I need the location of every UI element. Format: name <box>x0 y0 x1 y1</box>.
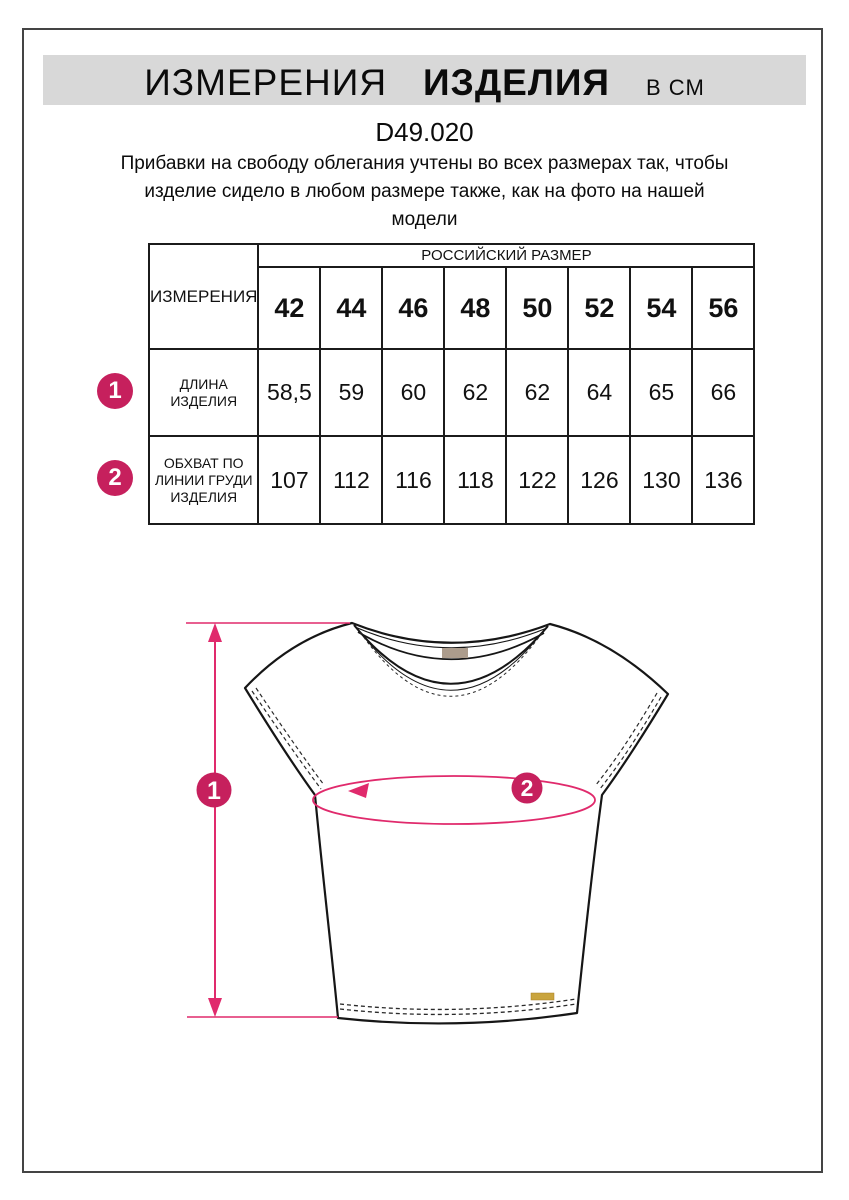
fit-description-line: Прибавки на свободу облегания учтены во … <box>120 153 729 174</box>
product-code: D49.020 <box>375 117 474 147</box>
length-value: 58,5 <box>257 348 322 437</box>
size-header-cell: 42 <box>257 266 322 350</box>
fit-description: Прибавки на свободу облегания учтены во … <box>0 150 849 234</box>
chest-value: 112 <box>319 435 384 525</box>
chest-value: 136 <box>691 435 756 525</box>
marker-badge-chest: 2 <box>97 460 133 496</box>
size-header-cell: 46 <box>381 266 446 350</box>
page-title-emphasis: ИЗДЕЛИЯ <box>423 62 611 103</box>
size-header-cell: 56 <box>691 266 756 350</box>
measurements-table: ИЗМЕРЕНИЯ РОССИЙСКИЙ РАЗМЕР 42 44 46 48 … <box>147 243 756 525</box>
length-value: 60 <box>381 348 446 437</box>
size-header-cell: 52 <box>567 266 632 350</box>
page-border-frame <box>22 28 823 1173</box>
title-bar: ИЗМЕРЕНИЯ ИЗДЕЛИЯ В СМ <box>43 55 806 105</box>
page-title: ИЗМЕРЕНИЯ <box>144 62 388 103</box>
chest-value: 118 <box>443 435 508 525</box>
corner-header-cell: ИЗМЕРЕНИЯ <box>147 243 260 350</box>
marker-badge-length: 1 <box>97 373 133 409</box>
size-header-cell: 50 <box>505 266 570 350</box>
size-header-cell: 48 <box>443 266 508 350</box>
fit-description-line: изделие сидело в любом размере также, ка… <box>144 181 705 202</box>
row-label-chest: ОБХВАТ ПО ЛИНИИ ГРУДИ ИЗДЕЛИЯ <box>147 435 260 525</box>
length-value: 64 <box>567 348 632 437</box>
chest-value: 107 <box>257 435 322 525</box>
size-group-header-cell: РОССИЙСКИЙ РАЗМЕР <box>257 243 756 268</box>
length-value: 65 <box>629 348 694 437</box>
table-row-chest: ОБХВАТ ПО ЛИНИИ ГРУДИ ИЗДЕЛИЯ 107 112 11… <box>147 435 756 525</box>
page-title-unit: В СМ <box>646 75 705 100</box>
chest-value: 130 <box>629 435 694 525</box>
fit-description-line: модели <box>391 209 458 230</box>
chest-value: 126 <box>567 435 632 525</box>
chest-value: 122 <box>505 435 570 525</box>
chest-value: 116 <box>381 435 446 525</box>
size-header-cell: 54 <box>629 266 694 350</box>
size-header-row: 42 44 46 48 50 52 54 56 <box>149 266 756 350</box>
row-label-length: ДЛИНА ИЗДЕЛИЯ <box>147 348 260 437</box>
length-value: 62 <box>505 348 570 437</box>
length-value: 59 <box>319 348 384 437</box>
length-value: 62 <box>443 348 508 437</box>
size-header-cell: 44 <box>319 266 384 350</box>
table-row-length: ДЛИНА ИЗДЕЛИЯ 58,5 59 60 62 62 64 65 66 <box>147 348 756 437</box>
length-value: 66 <box>691 348 756 437</box>
